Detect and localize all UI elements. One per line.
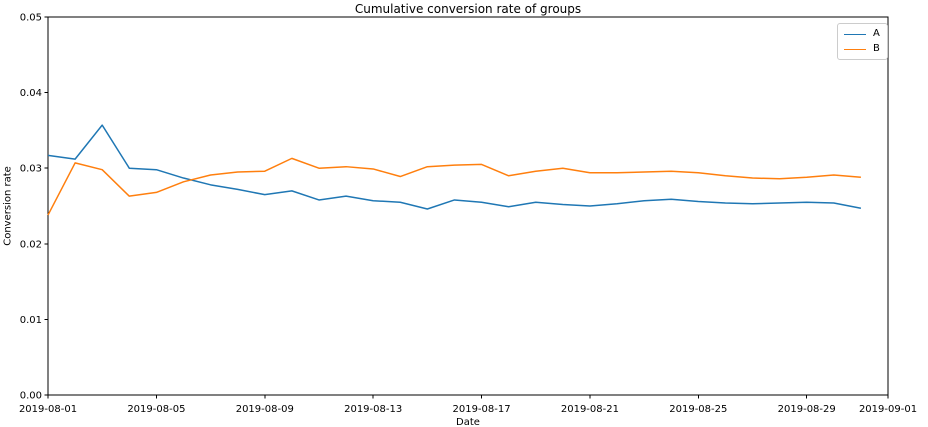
y-tick-label: 0.01 <box>20 315 42 326</box>
legend-item-a: A <box>844 28 880 40</box>
x-tick-label: 2019-09-01 <box>859 404 917 415</box>
y-tick-label: 0.05 <box>20 13 42 24</box>
x-tick-label: 2019-08-25 <box>669 404 727 415</box>
x-tick-label: 2019-08-01 <box>19 404 77 415</box>
legend-line-sample-b <box>844 48 866 50</box>
axes-spines <box>47 16 889 396</box>
y-tick-label: 0.00 <box>20 391 42 402</box>
y-tick-label: 0.03 <box>20 164 42 175</box>
y-tick-label: 0.02 <box>20 239 42 250</box>
x-tick-label: 2019-08-17 <box>452 404 510 415</box>
x-axis-label: Date <box>456 417 480 427</box>
chart-title: Cumulative conversion rate of groups <box>354 2 582 16</box>
x-tick-label: 2019-08-09 <box>236 404 294 415</box>
x-tick-label: 2019-08-13 <box>344 404 402 415</box>
series-line-b <box>47 157 861 216</box>
x-tick-label: 2019-08-29 <box>778 404 836 415</box>
legend-line-sample-a <box>844 33 866 35</box>
legend-item-b: B <box>844 43 880 55</box>
x-tick-label: 2019-08-21 <box>561 404 619 415</box>
series-line-a <box>47 124 862 210</box>
legend-label-b: B <box>873 43 880 54</box>
y-axis-label: Conversion rate <box>2 166 14 246</box>
y-tick-label: 0.04 <box>20 88 42 99</box>
legend: A B <box>837 23 888 60</box>
legend-label-a: A <box>873 28 880 39</box>
x-tick-label: 2019-08-05 <box>127 404 185 415</box>
